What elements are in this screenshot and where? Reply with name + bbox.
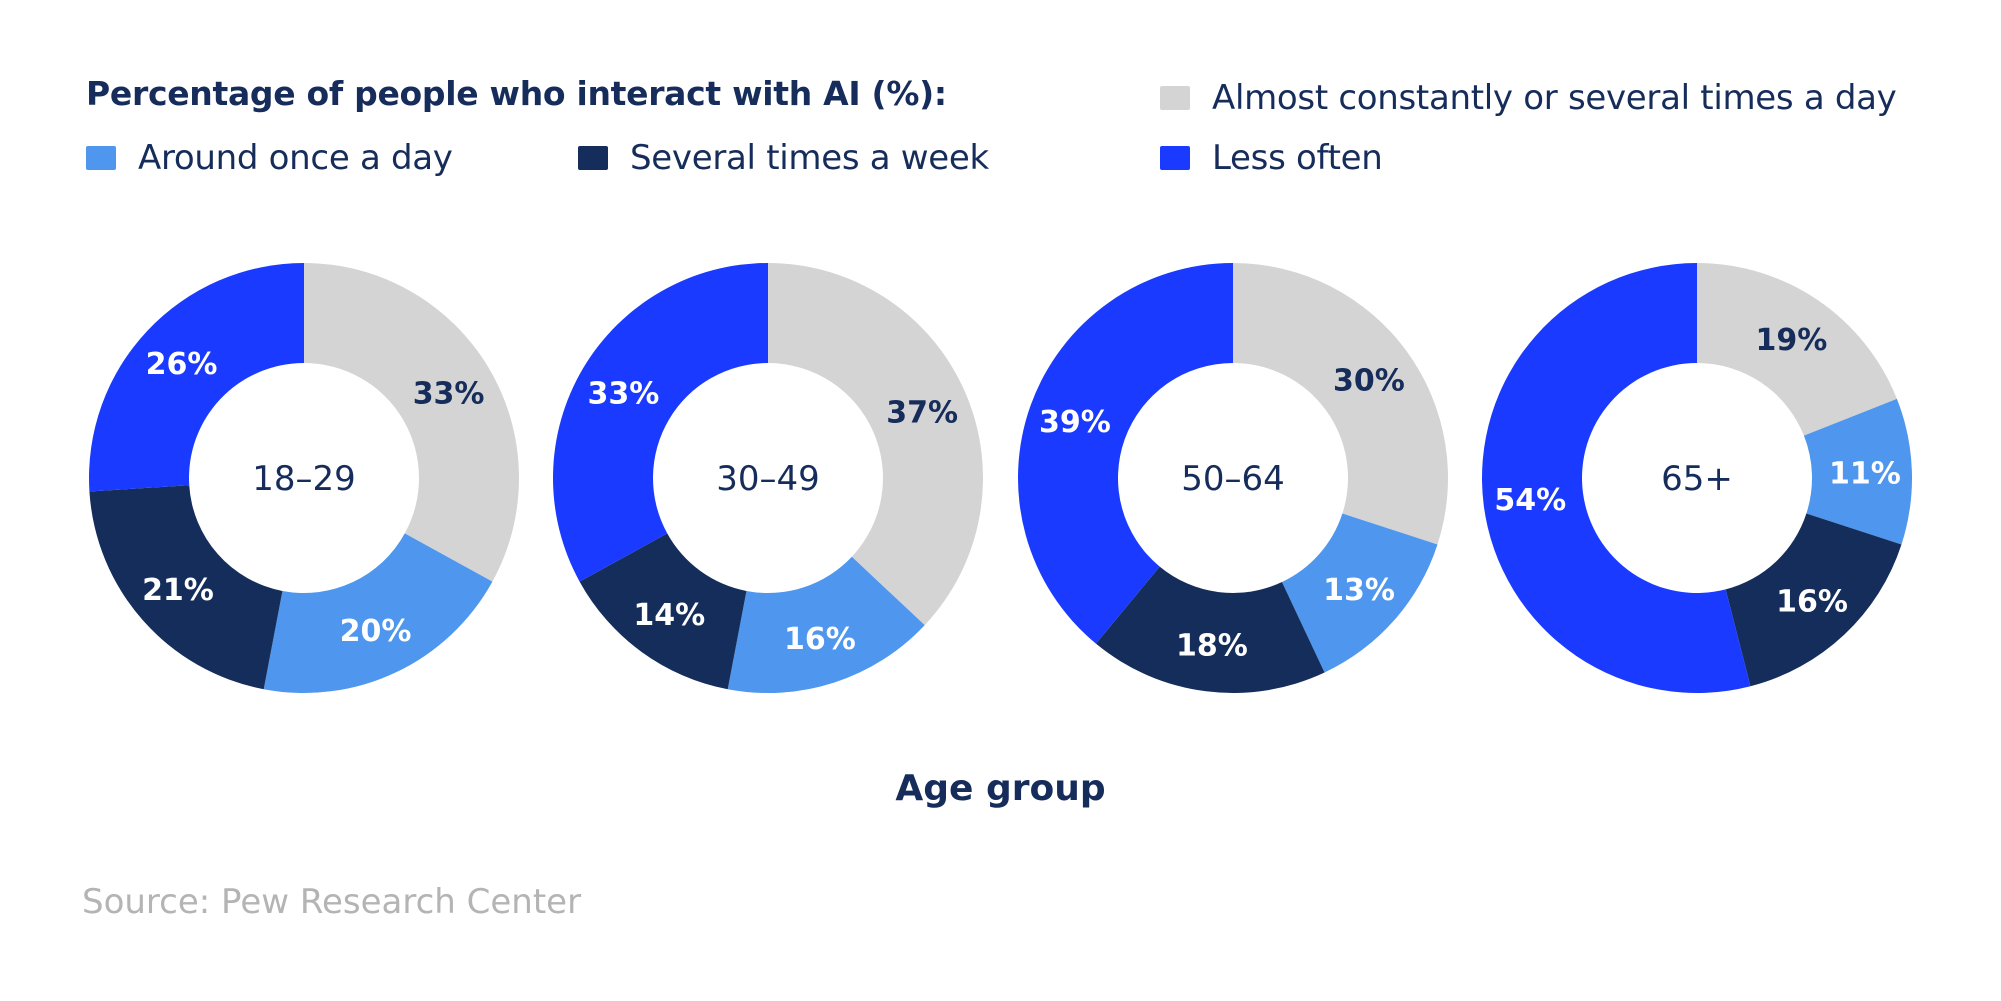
legend-label: Less often [1212,138,1383,178]
data-label: 19% [1756,323,1828,358]
slice-50–64-0 [1233,263,1449,545]
slice-30–49-1 [727,556,925,694]
group-label: 30–49 [716,459,820,499]
slice-18–29-3 [89,263,304,492]
slice-30–49-2 [579,533,747,690]
slice-65+-1 [1803,398,1913,545]
slice-65+-2 [1725,513,1902,687]
slice-50–64-1 [1281,513,1438,673]
data-label: 18% [1176,629,1248,664]
chart-title: Percentage of people who interact with A… [86,74,947,113]
data-label: 16% [784,622,856,657]
legend-label: Several times a week [630,138,989,178]
legend-swatch [1160,86,1190,110]
data-label: 13% [1323,573,1395,608]
data-label: 39% [1039,405,1111,440]
data-label: 21% [142,573,214,608]
slice-50–64-3 [1018,263,1233,644]
slice-65+-3 [1482,263,1751,693]
legend-swatch [86,146,116,170]
slice-30–49-3 [552,263,768,582]
data-label: 30% [1333,363,1405,398]
slice-65+-0 [1697,263,1897,436]
group-label: 50–64 [1181,459,1285,499]
slice-30–49-0 [768,263,983,626]
data-label: 33% [587,376,659,411]
data-label: 26% [146,347,218,382]
data-label: 33% [413,376,485,411]
data-label: 54% [1494,483,1566,518]
legend-item-several-times-week: Several times a week [578,138,989,178]
slice-50–64-2 [1095,566,1325,693]
legend-swatch [578,146,608,170]
data-label: 14% [633,598,705,633]
legend-item-less-often: Less often [1160,138,1383,178]
legend-item-once-a-day: Around once a day [86,138,453,178]
slice-18–29-2 [89,485,283,690]
data-label: 16% [1776,584,1848,619]
legend-swatch [1160,146,1190,170]
slice-18–29-0 [304,263,519,582]
slice-18–29-1 [263,533,493,693]
group-label: 18–29 [252,459,356,499]
group-label: 65+ [1661,459,1733,499]
data-label: 37% [886,395,958,430]
data-label: 11% [1829,457,1901,492]
legend-label: Around once a day [138,138,453,178]
source-note: Source: Pew Research Center [82,882,582,922]
data-label: 20% [340,614,412,649]
legend-label: Almost constantly or several times a day [1212,78,1897,118]
x-axis-label: Age group [895,768,1106,809]
legend-item-almost-constantly: Almost constantly or several times a day [1160,78,1897,118]
